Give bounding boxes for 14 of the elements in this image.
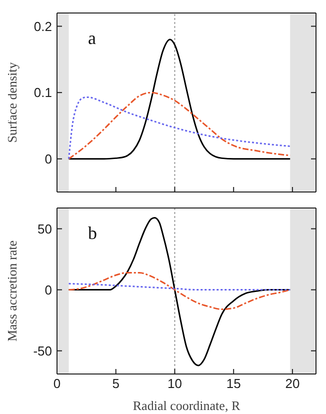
y-tick-label: -50 [33, 343, 52, 358]
x-tick-label: 5 [112, 376, 120, 392]
x-tick-label: 10 [167, 376, 182, 392]
y-tick-label: 0 [44, 151, 52, 166]
x-axis-title: Radial coordinate, R [132, 398, 240, 413]
y-tick-label: 0 [44, 282, 52, 298]
y-tick-label: 0.1 [34, 85, 52, 100]
y-axis-title: Mass accretion rate [4, 240, 20, 342]
x-tick-label: 20 [285, 376, 300, 392]
x-tick-label: 15 [226, 376, 241, 392]
y-tick-label: 50 [38, 221, 52, 236]
y-tick-label: 0.2 [34, 18, 52, 34]
annotation: b [88, 223, 97, 244]
annotation: a [88, 28, 96, 49]
